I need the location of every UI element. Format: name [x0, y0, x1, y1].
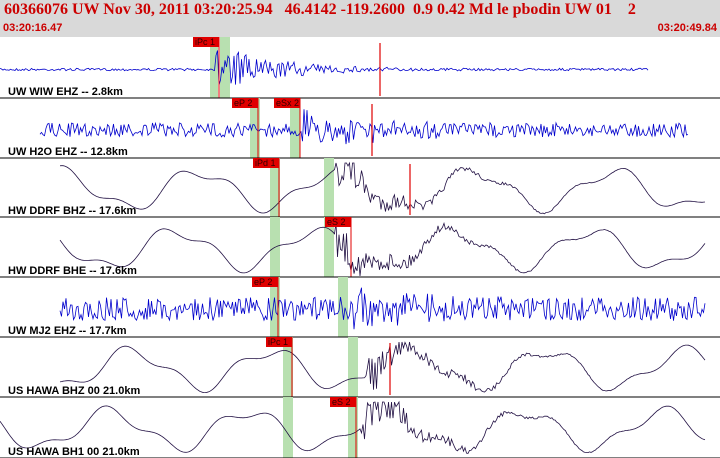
event-title: 60366076 UW Nov 30, 2011 03:20:25.94 46.… — [4, 1, 636, 18]
pick-window — [210, 37, 218, 98]
pick-tag — [325, 217, 351, 227]
pick-tag — [193, 37, 219, 47]
station-label: UW H2O EHZ -- 12.8km — [8, 146, 128, 158]
pick-tag — [330, 397, 356, 407]
pick-window — [348, 337, 358, 397]
waveform — [0, 50, 649, 86]
start-time: 03:20:16.47 — [3, 22, 63, 34]
pick-label: iPc 1 — [268, 337, 288, 347]
station-label: HW DDRF BHE -- 17.6km — [8, 265, 137, 277]
pick-label: eP 2 — [254, 277, 272, 287]
station-label: US HAWA BH1 00 21.0km — [8, 446, 140, 458]
station-label: UW MJ2 EHZ -- 17.7km — [8, 325, 127, 337]
pick-window — [270, 277, 280, 337]
waveform — [59, 341, 706, 394]
pick-label: eS 2 — [332, 397, 351, 407]
pick-label: iPd 1 — [255, 158, 276, 168]
waveform — [39, 109, 689, 145]
pick-window — [338, 277, 348, 337]
pick-label: eS 2 — [327, 217, 346, 227]
event-header: 60366076 UW Nov 30, 2011 03:20:25.94 46.… — [0, 0, 720, 37]
pick-label: eSx 2 — [276, 98, 299, 108]
pick-tag — [253, 158, 279, 168]
pick-window — [290, 98, 300, 158]
station-label: US HAWA BHZ 00 21.0km — [8, 385, 140, 397]
pick-tag — [232, 98, 258, 108]
pick-window — [348, 397, 358, 458]
waveform — [59, 287, 706, 330]
pick-window — [283, 397, 293, 458]
waveform — [59, 221, 706, 277]
pick-window — [283, 337, 293, 397]
station-label: UW WIW EHZ -- 2.8km — [8, 86, 123, 98]
waveform — [59, 161, 706, 215]
seismogram-panel: iPc 1 UW WIW EHZ -- 2.8km eP 2 eSx 2 UW H2O … — [0, 37, 720, 458]
pick-window — [220, 37, 230, 98]
pick-window — [324, 158, 334, 217]
pick-label: eP 2 — [234, 98, 252, 108]
pick-tag — [274, 98, 300, 108]
pick-window — [250, 98, 260, 158]
waveform — [0, 400, 706, 454]
pick-window — [324, 217, 334, 277]
pick-window — [270, 158, 280, 217]
pick-tag — [266, 337, 292, 347]
end-time: 03:20:49.84 — [657, 22, 717, 34]
pick-tag — [252, 277, 278, 287]
pick-label: iPc 1 — [195, 37, 215, 47]
station-label: HW DDRF BHZ -- 17.6km — [8, 205, 137, 217]
